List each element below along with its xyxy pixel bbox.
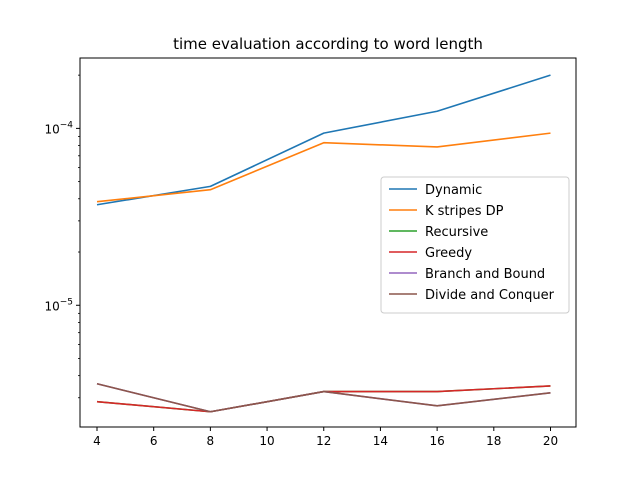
legend-label: Dynamic (425, 183, 482, 198)
x-tick-label: 10 (259, 434, 274, 448)
legend-label: Greedy (425, 246, 472, 261)
legend-box (380, 176, 570, 314)
y-tick-label: 10−4 (44, 120, 73, 136)
legend-label: Recursive (425, 225, 488, 240)
y-tick-label: 10−5 (44, 297, 73, 313)
axes-frame (79, 57, 577, 428)
plot-area: 4 6 8 10 12 14 16 18 20 10−5 10−4 (44, 57, 577, 448)
x-tick-label: 12 (316, 434, 331, 448)
series-line-dynamic (96, 74, 551, 206)
legend: Dynamic K stripes DP Recursive Greedy Branch… (380, 176, 570, 314)
x-tick-label: 8 (207, 434, 215, 448)
x-tick-label: 4 (93, 434, 101, 448)
series-line-k-stripes-dp (96, 132, 551, 203)
x-tick-label: 16 (429, 434, 444, 448)
legend-label: Divide and Conquer (425, 288, 555, 303)
legend-label: K stripes DP (425, 204, 504, 219)
x-tick-label: 18 (486, 434, 501, 448)
x-tick-label: 6 (150, 434, 158, 448)
legend-label: Branch and Bound (425, 267, 545, 282)
x-tick-label: 20 (543, 434, 558, 448)
chart-title: time evaluation according to word length (173, 35, 483, 53)
series-line-divide-and-conquer (96, 382, 551, 413)
x-tick-label: 14 (373, 434, 388, 448)
